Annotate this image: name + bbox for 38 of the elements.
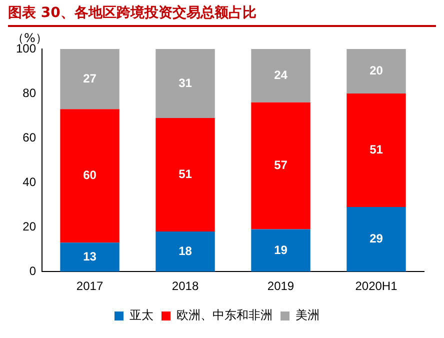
data-label: 29 [370, 232, 384, 246]
data-label: 20 [370, 64, 384, 78]
y-tick-label: 20 [22, 219, 36, 234]
data-label: 24 [274, 68, 288, 82]
bar [346, 94, 406, 208]
bar [60, 109, 120, 243]
bar [156, 49, 215, 118]
x-tick-label: 2017 [76, 279, 104, 294]
bar [346, 207, 406, 272]
legend-label: 亚太 [130, 308, 154, 322]
bar [156, 118, 215, 232]
y-axis-title: （%） [12, 31, 48, 46]
data-label: 19 [274, 242, 288, 257]
bar [346, 49, 406, 94]
y-tick-label: 40 [22, 174, 36, 189]
data-label: 13 [83, 249, 97, 264]
data-label: 51 [370, 142, 384, 157]
data-label: 18 [178, 244, 192, 258]
x-tick-label: 2019 [267, 279, 294, 294]
bar [60, 49, 120, 110]
bar [251, 229, 310, 272]
bar [156, 232, 215, 272]
bar [60, 242, 120, 272]
data-label: 31 [178, 76, 192, 90]
data-label: 57 [274, 158, 288, 172]
data-label: 27 [83, 71, 97, 86]
chart-title: 图表 30、各地区跨境投资交易总额占比 [8, 4, 436, 27]
y-tick-label: 60 [22, 130, 36, 144]
legend-label: 美洲 [296, 308, 320, 322]
y-tick-label: 0 [29, 264, 36, 278]
data-label: 60 [83, 168, 97, 182]
data-label: 51 [178, 167, 192, 182]
x-tick-label: 2020H1 [355, 279, 398, 294]
bar [251, 102, 310, 230]
bar [251, 49, 310, 102]
y-tick-label: 80 [22, 86, 36, 100]
legend-label: 欧洲、中东和非洲 [176, 308, 272, 322]
x-tick-label: 2018 [172, 279, 199, 294]
